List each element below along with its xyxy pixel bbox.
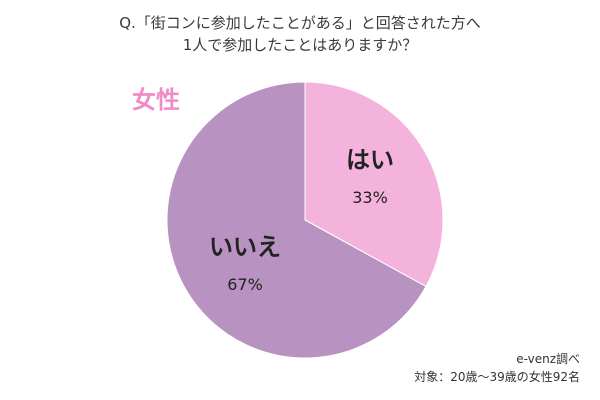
slice-label-yes: はい (346, 146, 394, 174)
sample-description: 対象：20歳〜39歳の女性92名 (414, 370, 580, 384)
chart-title-line-2: 1人で参加したことはありますか？ (182, 36, 418, 54)
chart-title-line-1: Q.「街コンに参加したことがある」と回答された方へ (119, 14, 481, 32)
pie-labels: はい 33% いいえ 67% (209, 146, 394, 294)
group-label: 女性 (132, 86, 180, 114)
pie-slice-no (166, 81, 427, 359)
pie-slices (166, 81, 444, 359)
slice-label-no: いいえ (209, 233, 281, 261)
slice-value-no: 67% (227, 275, 263, 294)
slice-value-yes: 33% (352, 188, 388, 207)
pie-slice-yes (304, 81, 444, 288)
source-credit: e-venz調べ (516, 352, 580, 366)
